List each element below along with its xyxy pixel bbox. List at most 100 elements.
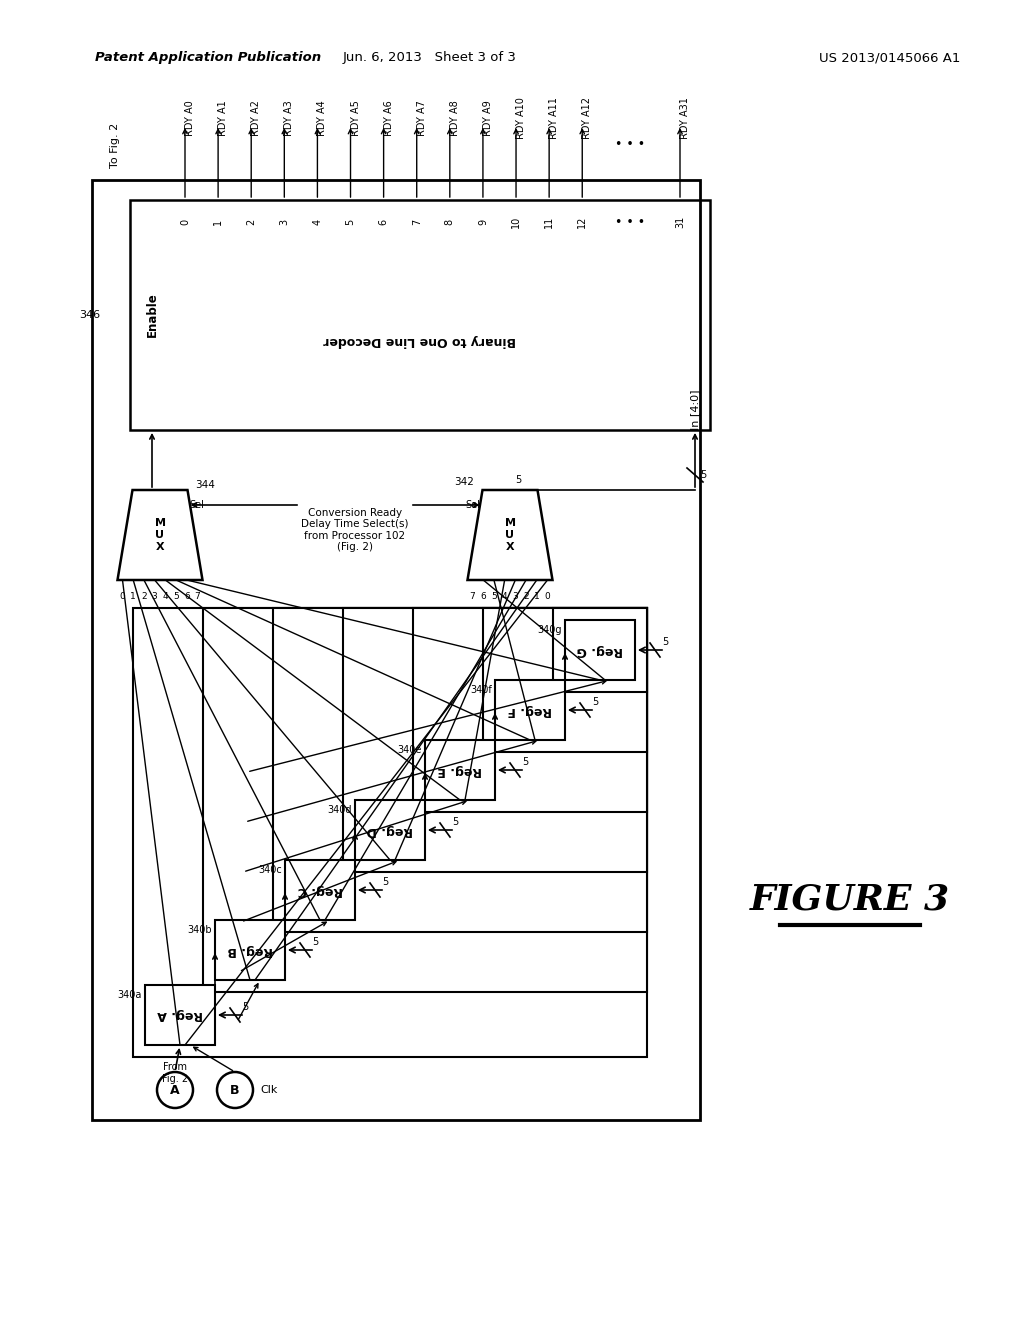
Bar [203,609,647,993]
Polygon shape [118,490,203,579]
Text: 5: 5 [382,876,388,887]
Text: RDY A3: RDY A3 [285,100,294,136]
Bar [355,800,425,861]
Text: US 2013/0145066 A1: US 2013/0145066 A1 [818,51,961,65]
Text: B: B [230,1084,240,1097]
Text: 6: 6 [379,219,389,226]
Text: 1: 1 [213,219,223,226]
Text: 0: 0 [120,591,125,601]
Text: Enable: Enable [145,293,159,338]
Text: 3: 3 [280,219,290,226]
Text: RDY A12: RDY A12 [583,96,592,139]
Text: 344: 344 [196,480,215,490]
Bar [483,609,647,752]
Text: 2: 2 [246,219,256,226]
Text: 31: 31 [675,216,685,228]
Bar [145,985,215,1045]
Text: 5: 5 [452,817,459,828]
Polygon shape [468,490,553,579]
Text: 4: 4 [502,591,508,601]
Text: 1: 1 [534,591,540,601]
Text: 340e: 340e [397,744,422,755]
Bar [553,609,647,692]
Bar [285,861,355,920]
Text: 340a: 340a [118,990,142,1001]
Text: 5: 5 [312,937,318,946]
Text: RDY A11: RDY A11 [549,98,559,139]
Bar [565,620,635,680]
Text: RDY A8: RDY A8 [450,100,460,136]
Text: RDY A9: RDY A9 [483,100,493,136]
Text: 342: 342 [455,477,474,487]
Text: 0: 0 [180,219,190,226]
Text: Sel: Sel [466,500,480,510]
Bar [425,741,495,800]
Text: RDY A4: RDY A4 [317,100,328,136]
Text: A: A [170,1084,180,1097]
Text: 12: 12 [578,215,587,228]
Text: 346: 346 [79,310,100,319]
Text: RDY A5: RDY A5 [350,100,360,136]
Text: To Fig. 2: To Fig. 2 [110,123,120,168]
Text: RDY A7: RDY A7 [417,100,427,136]
Text: 340b: 340b [187,925,212,935]
Text: Jun. 6, 2013   Sheet 3 of 3: Jun. 6, 2013 Sheet 3 of 3 [343,51,517,65]
Text: 5: 5 [242,1002,248,1012]
Bar [413,609,647,812]
Text: RDY A6: RDY A6 [384,100,393,136]
Text: 7: 7 [470,591,475,601]
Text: 5: 5 [592,697,598,708]
Bar [92,180,700,1119]
Text: Reg. G: Reg. G [577,644,624,656]
Text: 340c: 340c [258,865,282,875]
Text: Clk: Clk [260,1085,278,1096]
Text: RDY A10: RDY A10 [516,98,526,139]
Text: 340f: 340f [470,685,492,696]
Text: RDY A2: RDY A2 [251,100,261,136]
Text: 340d: 340d [328,805,352,814]
Text: 5: 5 [345,219,355,226]
Bar [495,680,565,741]
Text: Reg. F: Reg. F [508,704,552,717]
Bar [215,920,285,979]
Text: 7: 7 [195,591,201,601]
Bar [273,609,647,932]
Text: 6: 6 [184,591,189,601]
Text: Reg. D: Reg. D [367,824,414,837]
Text: RDY A0: RDY A0 [185,100,195,136]
Text: 5: 5 [173,591,179,601]
Text: 11: 11 [544,216,554,228]
Text: 340g: 340g [538,624,562,635]
Text: In [4:0]: In [4:0] [690,389,700,430]
Text: Sel: Sel [189,500,205,510]
Text: RDY A31: RDY A31 [680,98,690,139]
Text: Patent Application Publication: Patent Application Publication [95,51,322,65]
Text: RDY A1: RDY A1 [218,100,228,136]
Text: 6: 6 [480,591,486,601]
Text: M
U
X: M U X [505,519,515,552]
Text: 3: 3 [512,591,518,601]
Text: 5: 5 [662,638,669,647]
Text: 0: 0 [545,591,550,601]
Text: M
U
X: M U X [155,519,166,552]
Text: 9: 9 [478,219,487,226]
Text: 2: 2 [141,591,146,601]
Bar [130,201,710,430]
Text: 3: 3 [152,591,158,601]
Bar [343,609,647,873]
Text: 4: 4 [312,219,323,226]
Text: Binary to One Line Decoder: Binary to One Line Decoder [324,334,516,346]
Text: 10: 10 [511,216,521,228]
Text: From
Fig. 2: From Fig. 2 [162,1063,188,1084]
Text: 4: 4 [163,591,168,601]
Text: • • •: • • • [615,139,645,152]
Text: Reg. C: Reg. C [297,883,343,896]
Text: 5: 5 [492,591,497,601]
Text: Reg. E: Reg. E [437,763,482,776]
Text: Reg. B: Reg. B [227,944,272,957]
Text: FIGURE 3: FIGURE 3 [750,883,950,917]
Bar [133,609,647,1057]
Text: 8: 8 [444,219,455,226]
Text: 5: 5 [700,470,707,480]
Text: • • •: • • • [615,215,645,228]
